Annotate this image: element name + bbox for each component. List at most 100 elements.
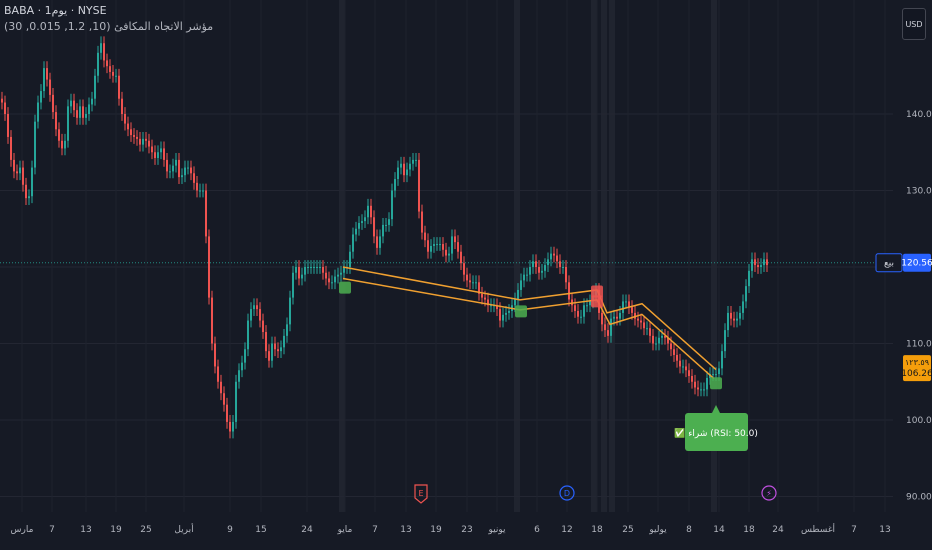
sell-signal-marker	[591, 295, 603, 308]
candle-body	[733, 318, 735, 321]
candle-body	[124, 114, 126, 124]
candle-body	[544, 265, 546, 271]
candle-body	[310, 267, 312, 268]
candle-body	[397, 167, 399, 180]
split-event-icon[interactable]	[761, 485, 777, 501]
candle-body	[421, 211, 423, 233]
candle-body	[649, 328, 651, 336]
candle-body	[613, 316, 615, 319]
current-price-badge	[903, 253, 931, 272]
candle-body	[682, 366, 684, 368]
candle-body	[133, 135, 135, 137]
candle-body	[313, 267, 315, 268]
candle-body	[340, 272, 342, 275]
price-badges: 120.56 بيع ١٢٣.٥٩ 106.26	[875, 253, 932, 382]
buy-label-box[interactable]	[685, 413, 748, 451]
candle-body	[85, 114, 87, 118]
candle-body	[499, 309, 501, 321]
candle-body	[121, 98, 123, 114]
candle-body	[109, 66, 111, 72]
indicator-legend[interactable]: مؤشر الاتجاه المكافئ (10, 1.2, 0.015, 30…	[4, 20, 214, 33]
candle-body	[601, 312, 603, 325]
candle-body	[610, 318, 612, 336]
candle-body	[670, 343, 672, 350]
candle-body	[634, 312, 636, 319]
y-tick-label: 110.00	[906, 340, 932, 350]
symbol-title[interactable]: BABA · 1يوم · NYSE	[4, 4, 107, 17]
candle-body	[19, 167, 21, 174]
candle-body	[202, 190, 204, 192]
x-tick-label: 14	[713, 525, 725, 535]
currency-button[interactable]: USD	[902, 8, 926, 40]
candle-body	[508, 310, 510, 313]
candle-body	[574, 305, 576, 311]
candle-body	[730, 312, 732, 319]
x-tick-label: أغسطس	[801, 523, 835, 535]
x-tick-label: 7	[372, 525, 378, 535]
candle-body	[286, 324, 288, 336]
candle-body	[472, 282, 474, 284]
candle-body	[643, 322, 645, 329]
candle-body	[418, 159, 420, 212]
x-tick-label: 13	[879, 525, 890, 535]
x-tick-label: 25	[140, 525, 151, 535]
candle-body	[34, 121, 36, 168]
highlight-band	[601, 0, 607, 512]
candle-body	[688, 370, 690, 377]
candle-body	[505, 312, 507, 315]
candle-body	[40, 91, 42, 103]
candle-body	[112, 71, 114, 76]
buy-signal-label[interactable]: ✅ شراء (RSI: 50.0)	[674, 405, 758, 451]
candle-body	[532, 261, 534, 267]
secondary-price-value: 106.26	[901, 369, 932, 379]
candle-body	[751, 259, 753, 271]
candle-body	[502, 314, 504, 321]
candle-body	[187, 167, 189, 169]
candle-body	[442, 244, 444, 250]
candle-body	[712, 374, 714, 376]
event-marker-label: D	[564, 489, 570, 498]
dividend-event-icon[interactable]	[559, 485, 575, 501]
buy-signal-marker	[515, 305, 527, 318]
y-tick-label: 140.00	[906, 110, 932, 120]
highlight-band	[711, 0, 717, 512]
candle-body	[118, 75, 120, 99]
candle-body	[151, 146, 153, 153]
candle-body	[691, 376, 693, 382]
event-marker-label: E	[418, 489, 423, 498]
candle-body	[517, 289, 519, 300]
candle-body	[631, 307, 633, 313]
current-price-value: 120.56	[901, 259, 932, 269]
candle-body	[568, 282, 570, 300]
candle-body	[28, 196, 30, 199]
candle-body	[370, 205, 372, 218]
candle-body	[433, 244, 435, 246]
candle-body	[190, 167, 192, 174]
x-tick-label: 18	[743, 525, 755, 535]
event-markers[interactable]: E D ⚡	[414, 484, 777, 504]
candle-body	[403, 163, 405, 176]
earnings-event-icon[interactable]	[414, 484, 428, 504]
candle-body	[115, 75, 117, 77]
candle-body	[589, 301, 591, 306]
candle-body	[523, 274, 525, 281]
candle-body	[451, 236, 453, 254]
candle-body	[607, 330, 609, 336]
candle-body	[175, 159, 177, 166]
candle-body	[460, 251, 462, 264]
x-tick-label: يوليو	[648, 525, 667, 535]
candle-body	[13, 159, 15, 172]
candle-body	[664, 335, 666, 338]
candle-body	[76, 110, 78, 118]
candle-body	[676, 354, 678, 361]
candle-body	[103, 43, 105, 61]
candle-body	[37, 102, 39, 122]
candle-body	[667, 337, 669, 344]
candle-body	[259, 309, 261, 321]
candle-body	[235, 381, 237, 422]
candle-body	[166, 159, 168, 172]
candle-body	[415, 159, 417, 161]
candle-body	[283, 335, 285, 348]
y-tick-label: 90.00	[906, 493, 932, 503]
